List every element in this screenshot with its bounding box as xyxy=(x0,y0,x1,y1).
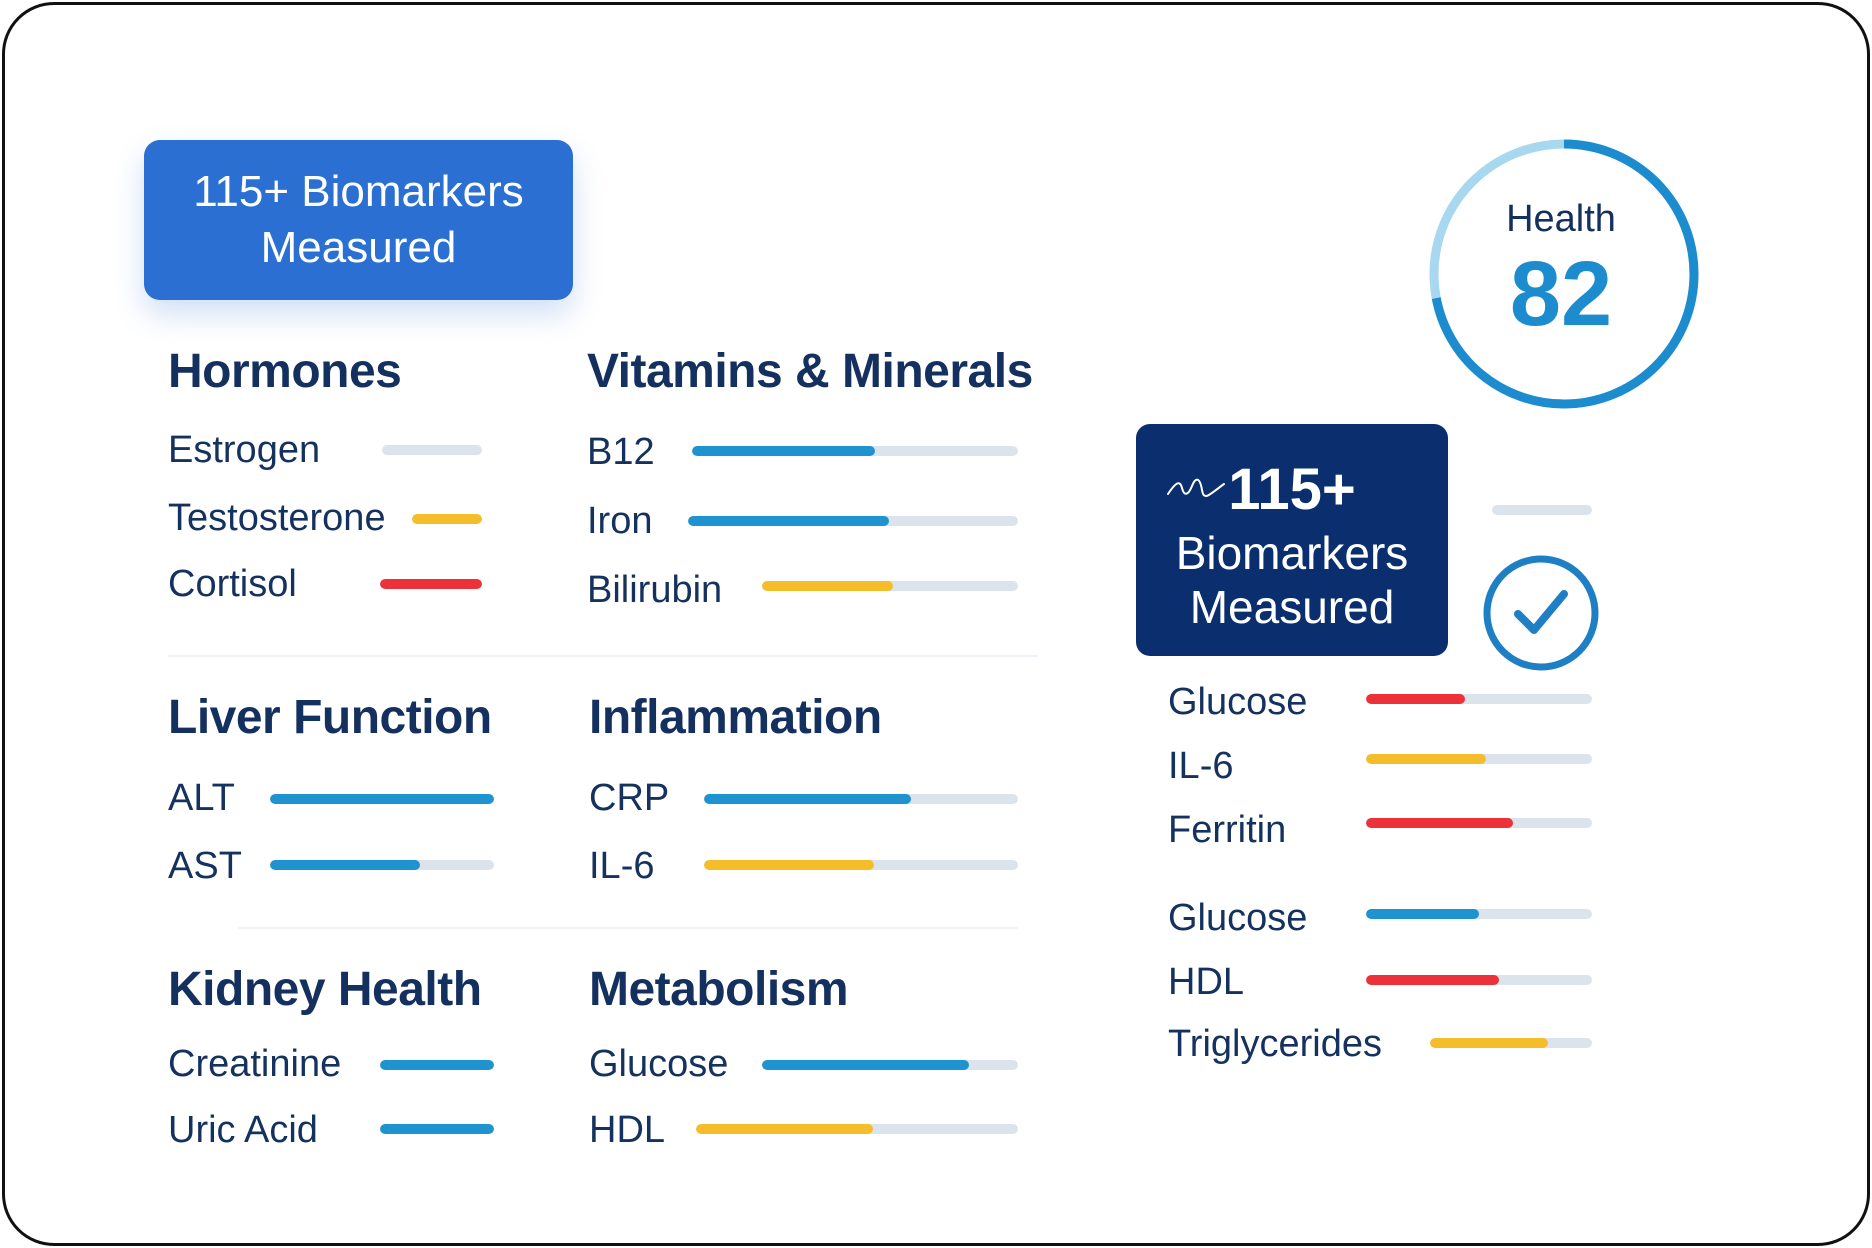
section-title-metabolism: Metabolism xyxy=(589,963,849,1016)
biomarker-label-glucose: Glucose xyxy=(589,1043,729,1085)
biomarker-label-cortisol: Cortisol xyxy=(168,563,297,605)
biomarker-bar-bilirubin xyxy=(762,581,1018,591)
badge-line-2: Measured xyxy=(260,223,457,272)
biomarker-bar-b12 xyxy=(692,446,1018,456)
section-title-hormones: Hormones xyxy=(168,345,402,398)
badge-secondary-line-3: Measured xyxy=(1189,581,1395,633)
badge-secondary-count: 115+ xyxy=(1228,457,1356,522)
health-label: Health xyxy=(1506,198,1616,240)
badge-secondary-line-2: Biomarkers xyxy=(1175,527,1409,579)
side-label-ferritin: Ferritin xyxy=(1168,809,1287,851)
side-label-hdl: HDL xyxy=(1168,961,1245,1003)
section-title-vitamins: Vitamins & Minerals xyxy=(587,345,1033,398)
biomarker-label-hdl: HDL xyxy=(589,1109,666,1151)
biomarker-bar-estrogen xyxy=(382,445,482,455)
biomarker-label-alt: ALT xyxy=(168,777,235,819)
check-circle-icon xyxy=(1483,555,1599,671)
biomarker-label-iron: Iron xyxy=(587,500,653,542)
biomarker-bar-ast xyxy=(270,860,494,870)
side-empty-bar xyxy=(1492,505,1592,515)
side-bar-il6 xyxy=(1366,754,1592,764)
biomarker-bar-alt xyxy=(270,794,494,804)
biomarker-bar-uric-acid xyxy=(380,1124,494,1134)
divider-1 xyxy=(168,655,1038,657)
side-label-glucose: Glucose xyxy=(1168,681,1308,723)
biomarkers-badge-secondary: 115+ Biomarkers Measured xyxy=(1136,424,1448,656)
biomarker-label-estrogen: Estrogen xyxy=(168,429,321,471)
side-bar-glucose xyxy=(1366,694,1592,704)
biomarker-label-creatinine: Creatinine xyxy=(168,1043,342,1085)
biomarker-bar-creatinine xyxy=(380,1060,494,1070)
biomarker-label-uric-acid: Uric Acid xyxy=(168,1109,318,1151)
health-score-ring xyxy=(1429,139,1699,409)
divider-2 xyxy=(238,927,1018,929)
biomarker-bar-testosterone xyxy=(412,514,482,524)
biomarker-label-crp: CRP xyxy=(589,777,670,819)
biomarker-bar-hdl xyxy=(696,1124,1018,1134)
signature-icon xyxy=(1167,478,1225,497)
section-title-inflammation: Inflammation xyxy=(589,691,882,744)
section-title-liver: Liver Function xyxy=(168,691,492,744)
biomarkers-badge: 115+ Biomarkers Measured xyxy=(144,140,573,300)
biomarker-bar-glucose xyxy=(762,1060,1018,1070)
side-label-glucose-2: Glucose xyxy=(1168,897,1308,939)
side-bar-triglycerides xyxy=(1430,1038,1592,1048)
biomarker-label-il6: IL-6 xyxy=(589,845,655,887)
biomarker-label-testosterone: Testosterone xyxy=(168,497,386,539)
biomarker-bar-iron xyxy=(688,516,1018,526)
biomarker-label-ast: AST xyxy=(168,845,242,887)
side-bar-glucose-2 xyxy=(1366,909,1592,919)
biomarker-bar-cortisol xyxy=(380,579,482,589)
health-score-value: 82 xyxy=(1509,243,1613,345)
section-title-kidney: Kidney Health xyxy=(168,963,482,1016)
badge-line-1: 115+ Biomarkers xyxy=(193,167,524,216)
health-ring-progress xyxy=(1429,139,1699,409)
biomarker-label-b12: B12 xyxy=(587,431,655,473)
side-label-il6: IL-6 xyxy=(1168,745,1234,787)
biomarker-label-bilirubin: Bilirubin xyxy=(587,569,723,611)
side-bar-hdl xyxy=(1366,975,1592,985)
biomarker-bar-crp xyxy=(704,794,1018,804)
biomarker-bar-il6 xyxy=(704,860,1018,870)
side-bar-ferritin xyxy=(1366,818,1592,828)
side-label-triglycerides: Triglycerides xyxy=(1168,1023,1382,1065)
